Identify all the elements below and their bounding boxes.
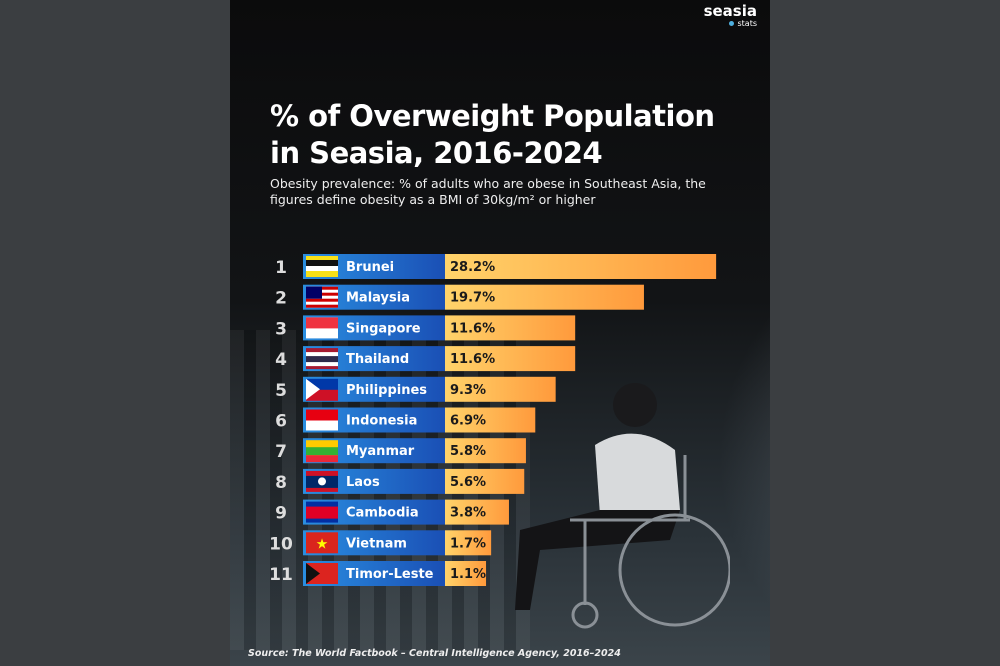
country-name: Vietnam xyxy=(346,536,407,551)
vietnam-flag-icon: ★ xyxy=(306,532,338,554)
rank-label: 3 xyxy=(275,319,287,339)
bar-row-malaysia: 2 Malaysia 19.7% xyxy=(275,284,644,310)
value-bar xyxy=(445,438,526,464)
person-in-wheelchair-photo xyxy=(515,383,730,629)
value-label: 5.8% xyxy=(450,444,486,459)
value-label: 28.2% xyxy=(450,260,495,275)
bar-row-myanmar: 7 Myanmar 5.8% xyxy=(275,438,526,464)
value-bar xyxy=(445,284,644,310)
bar-row-vietnam: 10 ★ Vietnam 1.7% xyxy=(269,530,492,556)
rank-label: 2 xyxy=(275,289,287,309)
rank-label: 7 xyxy=(275,442,287,462)
bar-row-cambodia: 9 Cambodia 3.8% xyxy=(275,499,509,525)
country-name: Singapore xyxy=(346,321,421,336)
singapore-flag-icon xyxy=(306,317,338,339)
value-bar xyxy=(445,315,576,341)
laos-flag-icon xyxy=(306,470,338,492)
rank-label: 8 xyxy=(275,473,287,493)
value-bar xyxy=(445,346,576,372)
rank-label: 4 xyxy=(275,350,287,370)
svg-text:★: ★ xyxy=(316,536,329,552)
thailand-flag-icon xyxy=(306,348,338,370)
bar-row-indonesia: 6 Indonesia 6.9% xyxy=(275,407,536,433)
bar-row-brunei: 1 Brunei 28.2% xyxy=(275,254,717,279)
subtitle: Obesity prevalence: % of adults who are … xyxy=(270,176,706,207)
value-label: 3.8% xyxy=(450,506,486,521)
country-name: Indonesia xyxy=(346,414,417,429)
bar-row-philippines: 5 Philippines 9.3% xyxy=(275,376,556,402)
value-label: 5.6% xyxy=(450,475,486,490)
country-name: Brunei xyxy=(346,260,394,275)
infographic-panel: seasia stats % of Overweight Population in… xyxy=(230,0,770,666)
indonesia-flag-icon xyxy=(306,409,338,431)
value-label: 1.1% xyxy=(450,567,486,582)
country-name: Philippines xyxy=(346,383,427,398)
country-name: Malaysia xyxy=(346,291,410,306)
brunei-flag-icon xyxy=(306,256,338,277)
rank-label: 11 xyxy=(269,565,293,585)
value-label: 11.6% xyxy=(450,352,495,367)
rank-label: 5 xyxy=(275,381,287,401)
country-name: Laos xyxy=(346,475,380,490)
bar-row-thailand: 4 Thailand 11.6% xyxy=(275,346,576,372)
bar-row-laos: 8 Laos 5.6% xyxy=(275,468,525,494)
country-name: Timor-Leste xyxy=(346,567,434,582)
value-bar xyxy=(445,254,717,279)
seasia-stats-logo: seasia stats xyxy=(703,2,757,29)
value-label: 11.6% xyxy=(450,321,495,336)
rank-label: 1 xyxy=(275,258,287,278)
country-name: Myanmar xyxy=(346,444,415,459)
page-title: % of Overweight Population in Seasia, 201… xyxy=(270,99,715,170)
value-bar xyxy=(445,468,525,494)
value-bar xyxy=(445,499,509,525)
rank-label: 9 xyxy=(275,504,287,524)
value-bar xyxy=(445,530,492,556)
bar-row-singapore: 3 Singapore 11.6% xyxy=(275,315,576,341)
value-label: 9.3% xyxy=(450,383,486,398)
value-label: 1.7% xyxy=(450,536,486,551)
value-bar xyxy=(445,561,487,586)
value-bar xyxy=(445,376,556,402)
bar-row-timor-leste: 11 Timor-Leste 1.1% xyxy=(269,561,486,586)
bar-chart: 1 Brunei 28.2% 2 Malaysia 19.7% 3 Singapore 11.6… xyxy=(269,254,717,586)
value-label: 19.7% xyxy=(450,291,495,306)
country-name: Thailand xyxy=(346,352,409,367)
rank-label: 10 xyxy=(269,534,293,554)
source-note: Source: The World Factbook – Central Int… xyxy=(248,648,621,659)
timor-leste-flag-icon xyxy=(306,563,338,584)
rank-label: 6 xyxy=(275,412,287,432)
cambodia-flag-icon xyxy=(306,501,338,523)
value-label: 6.9% xyxy=(450,414,486,429)
country-name: Cambodia xyxy=(346,506,419,521)
myanmar-flag-icon xyxy=(306,440,338,463)
philippines-flag-icon xyxy=(306,378,338,401)
value-bar xyxy=(445,407,536,433)
malaysia-flag-icon xyxy=(306,286,338,308)
